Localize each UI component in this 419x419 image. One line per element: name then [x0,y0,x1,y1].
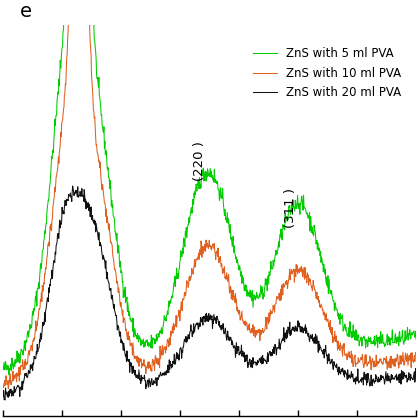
ZnS with 5 ml PVA [46,197,51,202]
ZnS with 20 ml PVA [313,340,318,345]
ZnS with 20 ml PVA [3,397,8,402]
ZnS with 20 ml PVA [109,295,114,300]
ZnS with 5 ml PVA [358,338,363,343]
ZnS with 5 ml PVA [109,203,114,208]
ZnS with 20 ml PVA [358,378,363,383]
Text: e: e [20,2,31,21]
ZnS with 20 ml PVA [295,318,300,323]
Text: (220 ): (220 ) [193,142,206,181]
ZnS with 10 ml PVA [295,267,300,272]
ZnS with 10 ml PVA [0,381,5,386]
ZnS with 20 ml PVA [70,184,75,189]
ZnS with 10 ml PVA [178,312,183,317]
ZnS with 10 ml PVA [358,357,363,362]
ZnS with 5 ml PVA [313,228,318,233]
ZnS with 10 ml PVA [109,240,114,245]
ZnS with 10 ml PVA [313,287,318,292]
ZnS with 10 ml PVA [46,242,51,247]
Line: ZnS with 20 ml PVA: ZnS with 20 ml PVA [3,186,416,400]
ZnS with 5 ml PVA [295,201,300,206]
ZnS with 5 ml PVA [414,337,419,342]
Line: ZnS with 5 ml PVA: ZnS with 5 ml PVA [3,0,416,375]
ZnS with 20 ml PVA [414,372,419,378]
Line: ZnS with 10 ml PVA: ZnS with 10 ml PVA [3,0,416,389]
ZnS with 5 ml PVA [0,365,5,370]
ZnS with 10 ml PVA [6,386,11,391]
Text: (311 ): (311 ) [284,189,297,228]
Legend: ZnS with 5 ml PVA, ZnS with 10 ml PVA, ZnS with 20 ml PVA: ZnS with 5 ml PVA, ZnS with 10 ml PVA, Z… [248,43,406,104]
ZnS with 20 ml PVA [46,299,51,304]
ZnS with 20 ml PVA [178,346,183,351]
ZnS with 5 ml PVA [6,372,11,377]
ZnS with 10 ml PVA [414,351,419,356]
ZnS with 5 ml PVA [178,257,183,262]
ZnS with 20 ml PVA [0,395,5,400]
